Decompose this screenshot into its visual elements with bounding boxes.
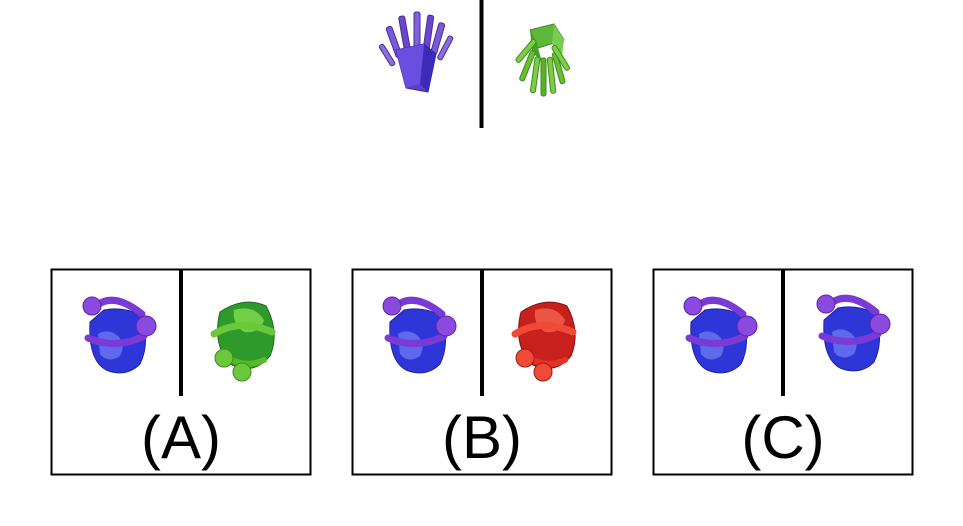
option-b-label: (B) bbox=[442, 404, 522, 471]
fries-box-upside-down-icon bbox=[514, 23, 571, 97]
option-a-label: (A) bbox=[141, 404, 221, 471]
fries-box-icon bbox=[378, 11, 455, 93]
option-c-label: (C) bbox=[741, 404, 824, 471]
example-pair bbox=[378, 0, 571, 128]
option-a[interactable]: (A) bbox=[50, 268, 312, 476]
option-b[interactable]: (B) bbox=[351, 268, 613, 476]
option-c[interactable]: (C) bbox=[652, 268, 914, 476]
